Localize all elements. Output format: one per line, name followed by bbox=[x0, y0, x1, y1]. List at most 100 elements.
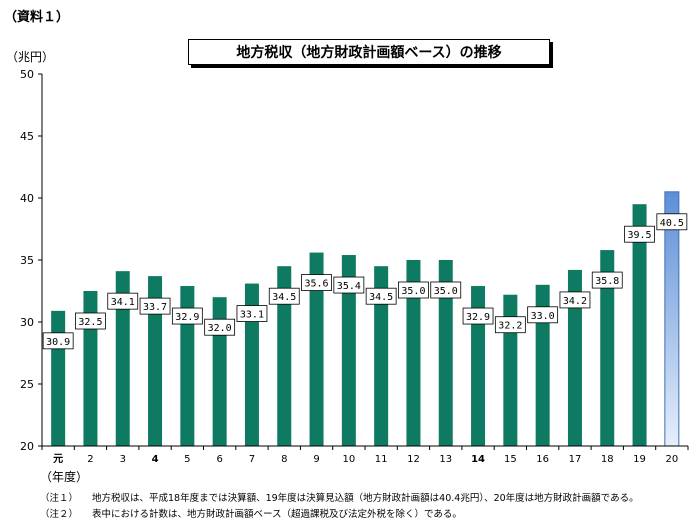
data-label: 32.0 bbox=[208, 323, 232, 334]
data-label: 33.0 bbox=[531, 311, 555, 322]
data-label: 39.5 bbox=[628, 230, 652, 241]
data-label: 35.0 bbox=[401, 286, 425, 297]
data-label: 32.9 bbox=[466, 312, 490, 323]
data-label-box bbox=[398, 281, 429, 299]
data-label-box bbox=[494, 316, 526, 334]
x-tick-label: 2 bbox=[87, 454, 93, 465]
data-label-box bbox=[139, 297, 171, 315]
data-label-box bbox=[591, 271, 623, 289]
data-label-box bbox=[559, 291, 591, 309]
bar-元 bbox=[51, 310, 66, 446]
data-label-box bbox=[171, 307, 203, 325]
x-tick-label: 12 bbox=[407, 454, 420, 465]
data-label: 34.1 bbox=[111, 297, 135, 308]
y-tick-label: 40 bbox=[20, 192, 34, 205]
x-tick-label: 19 bbox=[633, 454, 646, 465]
y-tick-label: 20 bbox=[20, 440, 34, 453]
data-label-box bbox=[107, 292, 139, 310]
chart-title-text: 地方税収（地方財政計画額ベース）の推移 bbox=[236, 45, 502, 61]
x-tick-label: 10 bbox=[342, 454, 355, 465]
bar-11 bbox=[374, 266, 389, 446]
footnote-1: （注１） 地方税収は、平成18年度までは決算額、19年度は決算見込額（地方財政計画… bbox=[40, 490, 639, 504]
data-label: 35.6 bbox=[305, 279, 329, 290]
y-axis-unit-label: （兆円） bbox=[6, 50, 55, 64]
data-label-box bbox=[462, 307, 494, 325]
x-tick-label: 3 bbox=[120, 454, 126, 465]
footnote-2: （注２） 表中における計数は、地方財政計画額ベース（超過課税及び法定外税を除く）で… bbox=[40, 506, 462, 520]
data-label: 35.4 bbox=[337, 281, 361, 292]
data-label-box bbox=[42, 332, 74, 350]
bar-8 bbox=[277, 266, 292, 446]
data-label: 35.8 bbox=[595, 276, 619, 287]
data-label: 32.5 bbox=[78, 317, 102, 328]
data-labels: 30.9 32.5 34.1 33.7 32.9 32.0 33.1 34.5 35.6 35.4… bbox=[42, 213, 688, 350]
y-tick-label: 45 bbox=[20, 130, 34, 143]
data-label: 35.0 bbox=[434, 286, 458, 297]
data-label-box bbox=[365, 287, 397, 305]
footnote-1-text: 地方税収は、平成18年度までは決算額、19年度は決算見込額（地方財政計画額は40… bbox=[92, 493, 639, 504]
data-label-box bbox=[656, 213, 688, 231]
x-tick-label: 18 bbox=[601, 454, 614, 465]
data-label-box bbox=[333, 276, 365, 294]
x-tick-label: 4 bbox=[152, 454, 159, 465]
data-label: 32.2 bbox=[498, 321, 522, 332]
x-tick-label: 7 bbox=[249, 454, 255, 465]
y-tick-label: 30 bbox=[20, 316, 34, 329]
x-tick-label: 8 bbox=[281, 454, 287, 465]
x-tick-label: 9 bbox=[313, 454, 319, 465]
x-tick-label: 14 bbox=[471, 454, 485, 465]
data-label-box bbox=[430, 281, 462, 299]
footnote-1-mark: （注１） bbox=[40, 493, 79, 504]
chart-title: 地方税収（地方財政計画額ベース）の推移 bbox=[188, 39, 550, 65]
x-tick-label: 6 bbox=[216, 454, 222, 465]
y-tick-label: 25 bbox=[20, 378, 34, 391]
x-tick-label: 16 bbox=[536, 454, 549, 465]
bar-19 bbox=[632, 204, 647, 446]
bar-4 bbox=[148, 276, 163, 446]
data-label: 33.1 bbox=[240, 310, 264, 321]
data-label-box bbox=[527, 306, 559, 324]
x-tick-label: 5 bbox=[184, 454, 190, 465]
footnote-2-mark: （注２） bbox=[40, 509, 79, 520]
bar-9 bbox=[309, 252, 324, 446]
bar-5 bbox=[180, 286, 195, 446]
data-label-box bbox=[301, 274, 332, 291]
bar-12 bbox=[406, 260, 421, 446]
data-label: 34.2 bbox=[563, 296, 587, 307]
data-label: 34.5 bbox=[369, 292, 393, 303]
x-tick-label: 17 bbox=[569, 454, 582, 465]
y-tick-label: 35 bbox=[20, 254, 34, 267]
x-tick-label: 15 bbox=[504, 454, 517, 465]
bar-10 bbox=[341, 255, 356, 446]
document-label: （資料１） bbox=[4, 10, 70, 25]
data-label-box bbox=[268, 287, 300, 305]
bar-13 bbox=[438, 260, 453, 446]
x-axis: 元 2 3 4 5 6 7 8 9 10 11 12 13 14 15 16 17 18 19 20 bbox=[41, 445, 689, 465]
y-axis: 20 25 30 35 40 45 50 bbox=[20, 68, 43, 453]
bar-17 bbox=[567, 269, 582, 446]
data-label: 30.9 bbox=[46, 337, 70, 348]
bar-2 bbox=[83, 291, 98, 446]
bar-14 bbox=[471, 286, 486, 446]
x-tick-label: 元 bbox=[53, 453, 63, 465]
footnote-2-text: 表中における計数は、地方財政計画額ベース（超過課税及び法定外税を除く）である。 bbox=[92, 509, 462, 520]
bar-18 bbox=[600, 250, 615, 446]
data-label-box bbox=[75, 312, 106, 330]
data-label: 32.9 bbox=[175, 312, 199, 323]
x-tick-label: 11 bbox=[375, 454, 388, 465]
x-tick-label: 13 bbox=[439, 454, 452, 465]
data-label: 33.7 bbox=[143, 302, 167, 313]
data-label-box bbox=[236, 305, 268, 322]
data-label: 34.5 bbox=[272, 292, 296, 303]
x-tick-label: 20 bbox=[665, 454, 678, 465]
bar-series bbox=[51, 191, 680, 447]
y-tick-label: 50 bbox=[20, 68, 34, 81]
x-axis-title: （年度） bbox=[40, 470, 89, 484]
data-label-box bbox=[204, 318, 236, 336]
data-label: 40.5 bbox=[660, 218, 684, 229]
data-label-box bbox=[624, 225, 655, 243]
bar-7 bbox=[244, 283, 259, 446]
bar-16 bbox=[535, 284, 550, 446]
bar-3 bbox=[115, 271, 130, 446]
